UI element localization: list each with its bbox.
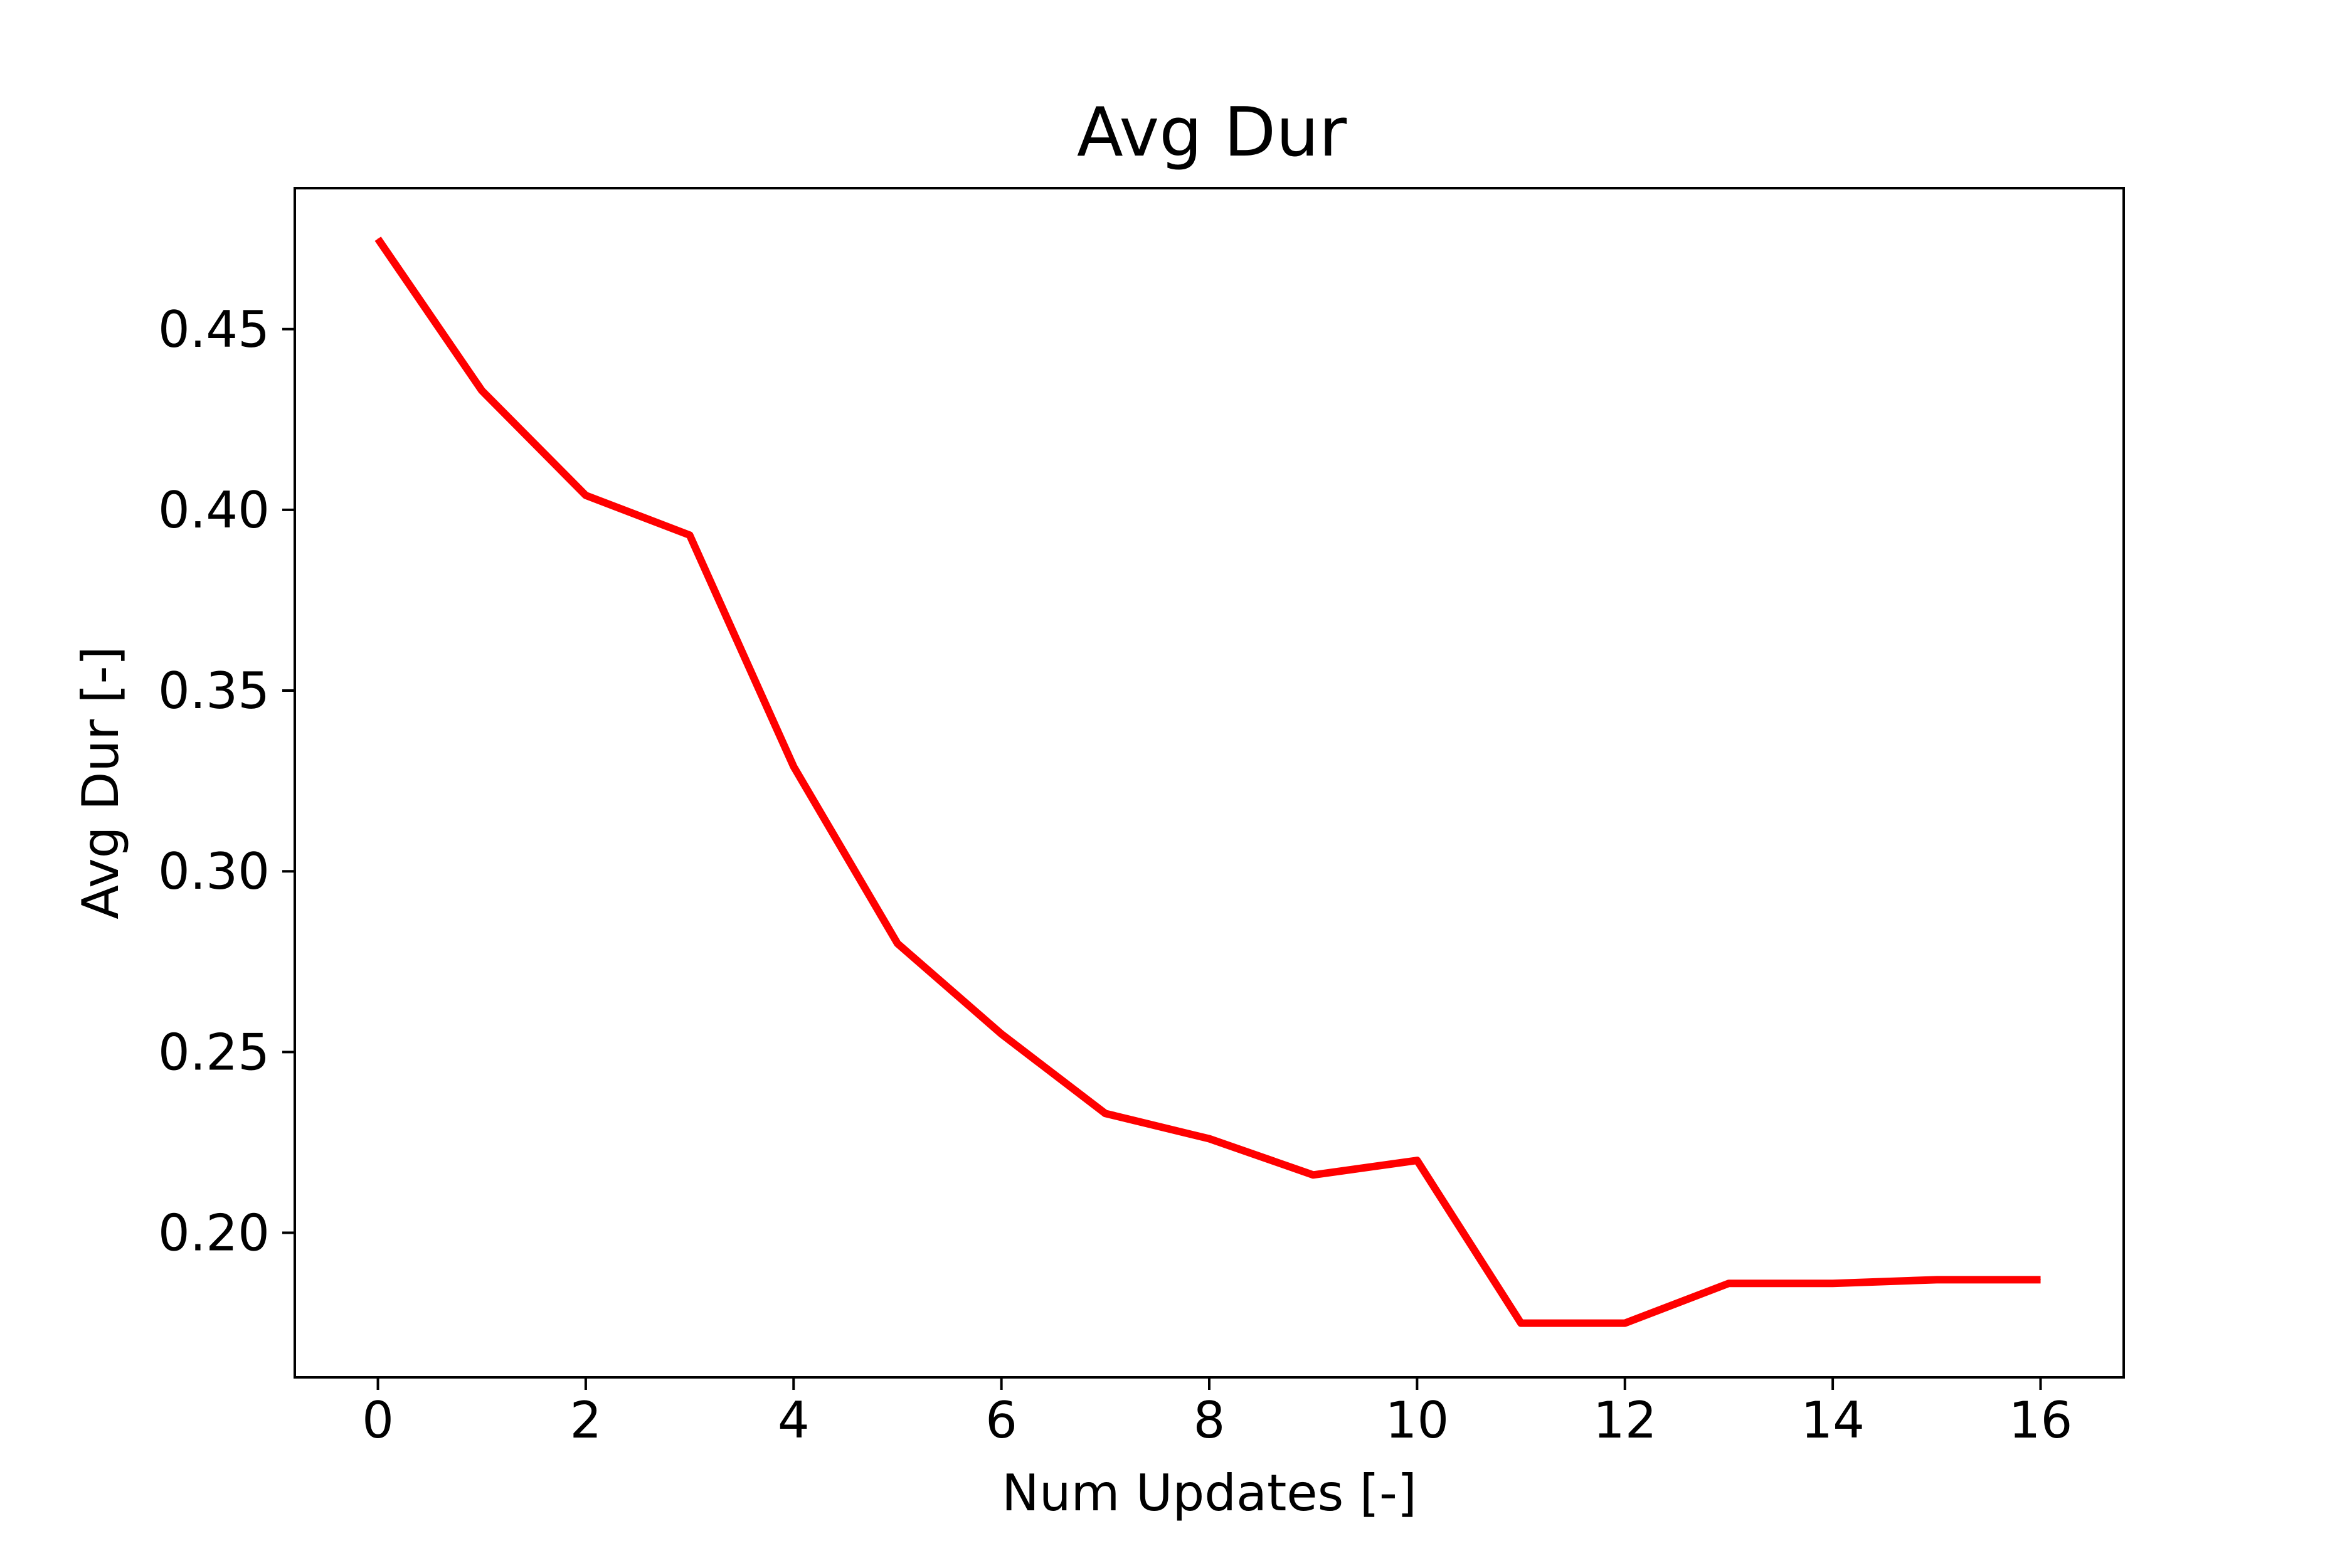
data-point bbox=[1104, 1113, 1106, 1114]
x-tick-label: 0 bbox=[362, 1391, 394, 1449]
x-tick-label: 14 bbox=[1801, 1391, 1865, 1449]
data-point bbox=[1209, 1138, 1210, 1140]
x-tick-label: 16 bbox=[2009, 1391, 2073, 1449]
data-point bbox=[1936, 1279, 1937, 1280]
y-tick-label: 0.45 bbox=[158, 300, 270, 359]
x-tick-label: 2 bbox=[569, 1391, 601, 1449]
y-tick-label: 0.35 bbox=[158, 662, 270, 720]
x-axis-label: Num Updates [-] bbox=[1002, 1464, 1417, 1522]
data-point bbox=[793, 766, 794, 767]
x-tick-label: 12 bbox=[1593, 1391, 1657, 1449]
chart-title: Avg Dur bbox=[1077, 93, 1347, 172]
x-tick-label: 8 bbox=[1194, 1391, 1226, 1449]
series-layer bbox=[374, 236, 2041, 1327]
x-axis-ticks: 0 2 4 6 8 10 12 14 16 bbox=[362, 1377, 2072, 1449]
plot-frame bbox=[294, 187, 2125, 1379]
y-axis-label: Avg Dur [-] bbox=[72, 646, 130, 919]
x-tick-label: 4 bbox=[778, 1391, 810, 1449]
data-point bbox=[2040, 1279, 2041, 1280]
y-tick-label: 0.20 bbox=[158, 1204, 270, 1262]
y-tick-label: 0.30 bbox=[158, 842, 270, 901]
x-tick-label: 6 bbox=[985, 1391, 1017, 1449]
data-point bbox=[897, 943, 898, 944]
y-tick-label: 0.25 bbox=[158, 1023, 270, 1081]
x-tick-label: 10 bbox=[1385, 1391, 1449, 1449]
y-axis-ticks: 0.20 0.25 0.30 0.35 0.40 0.45 bbox=[158, 300, 295, 1262]
y-tick-label: 0.40 bbox=[158, 481, 270, 539]
data-point bbox=[689, 534, 691, 536]
